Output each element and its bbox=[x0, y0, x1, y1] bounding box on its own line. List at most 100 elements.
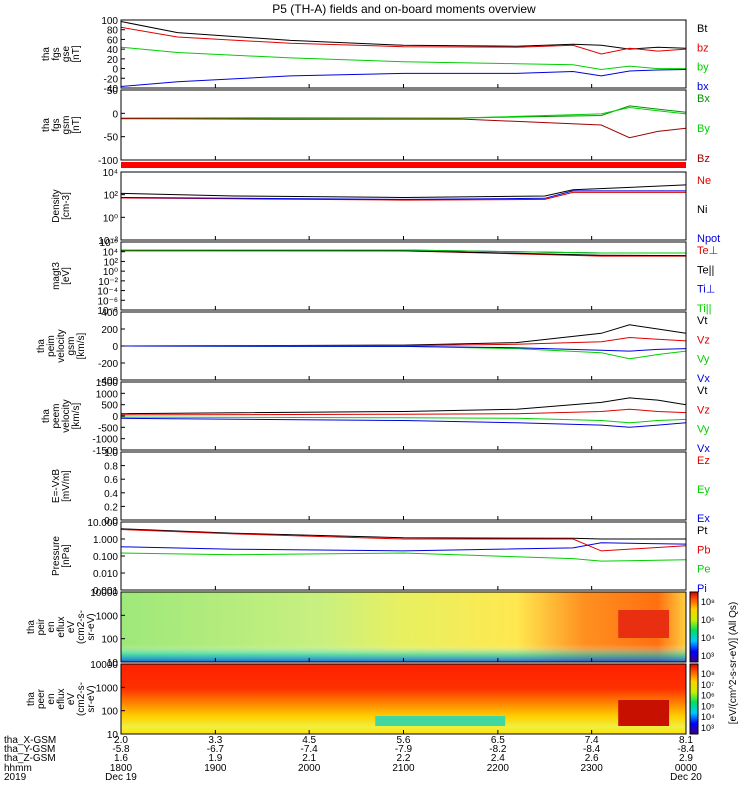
colorbar: 10⁸10⁶10⁴10³10⁸10⁷10⁶10⁵10⁴10³[eV/(cm^2-… bbox=[689, 591, 739, 735]
y-axis-label: thafgsgse[nT] bbox=[41, 45, 82, 62]
colorbar-tick: 10⁷ bbox=[701, 680, 714, 690]
y-tick-label: 0 bbox=[112, 412, 118, 423]
y-tick-label: 0 bbox=[112, 342, 118, 353]
panel-peim_velocity: 400 200 0 -200 -400 thapeimvelocitygsm[km/s] V… bbox=[36, 308, 710, 387]
legend-Vx: Vx bbox=[697, 373, 710, 385]
y-tick-label: 0.001 bbox=[93, 586, 118, 597]
y-tick-label: 80 bbox=[107, 26, 119, 37]
legend-Npot: Npot bbox=[697, 233, 720, 245]
series-Bz bbox=[120, 118, 687, 139]
y-axis-label-line: [eV] bbox=[61, 267, 72, 285]
colorbar-peir_eflux bbox=[689, 591, 699, 663]
x-row-label: tha_Z-GSM bbox=[4, 753, 56, 764]
x-row-value: 3.3 bbox=[208, 735, 222, 746]
y-tick-label: 10⁻⁸ bbox=[97, 306, 118, 317]
legend-Pe: Pe bbox=[697, 564, 710, 576]
y-axis-label-line: en bbox=[46, 693, 57, 704]
y-axis-label-line: magt3 bbox=[51, 262, 62, 290]
y-tick-label: 0.0 bbox=[104, 516, 118, 527]
y-tick-label: 10 bbox=[107, 730, 119, 741]
x-row-value: 2.9 bbox=[679, 753, 693, 764]
colorbar-tick: 10⁸ bbox=[701, 597, 715, 607]
legend-Bt: Bt bbox=[697, 23, 707, 35]
colorbar-label: [eV/(cm^2-s-sr-eV)] (All Qs) bbox=[728, 602, 739, 724]
y-tick-label: 100 bbox=[101, 635, 118, 646]
legend-Ex: Ex bbox=[697, 513, 710, 525]
y-tick-label: 10¹⁰ bbox=[100, 238, 118, 249]
y-axis-label-line: [km/s] bbox=[71, 402, 82, 429]
x-row-value: Dec 20 bbox=[670, 772, 702, 783]
y-axis-label-line: sr-eV) bbox=[86, 685, 97, 712]
y-axis-label-line: [nT] bbox=[71, 45, 82, 62]
y-axis-label-line: tha bbox=[41, 47, 52, 61]
x-row-value: 6.5 bbox=[491, 735, 505, 746]
y-axis-label-line: eflux bbox=[56, 616, 67, 637]
y-tick-label: 10⁻⁶ bbox=[97, 296, 118, 307]
y-axis-label: Density[cm-3] bbox=[51, 189, 72, 222]
colorbar-tick: 10³ bbox=[701, 651, 714, 661]
y-tick-label: 10⁻² bbox=[98, 277, 118, 288]
series-Vz bbox=[120, 408, 687, 416]
x-row-value: -7.4 bbox=[301, 744, 319, 755]
y-tick-label: 60 bbox=[107, 35, 119, 46]
y-axis-label-line: peer bbox=[36, 688, 47, 709]
y-axis-label: thapeemvelocity[km/s] bbox=[41, 399, 82, 432]
y-axis-label-line: [km/s] bbox=[76, 332, 87, 359]
legend-Pi: Pi bbox=[697, 583, 707, 595]
x-row-value: 1900 bbox=[204, 763, 227, 774]
colorbar-peer_eflux bbox=[689, 663, 699, 735]
colorbar-tick: 10⁵ bbox=[701, 701, 715, 711]
series-by bbox=[120, 46, 686, 71]
colorbar-tick: 10⁴ bbox=[701, 712, 715, 722]
y-tick-label: 0.2 bbox=[104, 502, 118, 513]
y-tick-label: 10⁰ bbox=[103, 213, 118, 224]
y-tick-label: 10² bbox=[104, 191, 119, 202]
colorbar-tick: 10⁶ bbox=[701, 615, 715, 625]
x-row-label: hhmm bbox=[4, 763, 32, 774]
series-bz bbox=[120, 26, 687, 55]
x-axis-annotation: tha_X-GSM 2.0 3.3 4.5 5.6 6.5 7.4 8.1 tha_Y-GSM -… bbox=[4, 735, 702, 783]
series-Te|| bbox=[120, 249, 687, 257]
y-axis-label-line: peir bbox=[36, 618, 47, 635]
legend-Bx: Bx bbox=[697, 93, 710, 105]
y-tick-label: 10⁴ bbox=[103, 248, 118, 259]
y-tick-label: 100 bbox=[101, 16, 118, 27]
y-tick-label: 500 bbox=[101, 401, 118, 412]
legend-Ey: Ey bbox=[697, 484, 710, 496]
panel-frame bbox=[120, 451, 687, 521]
x-row-label: 2019 bbox=[4, 772, 27, 783]
y-tick-label: 0 bbox=[112, 109, 118, 120]
colorbar-tick: 10⁴ bbox=[701, 633, 715, 643]
legend-Vt: Vt bbox=[697, 315, 707, 327]
peer-lowband bbox=[375, 716, 506, 726]
x-row-value: 4.5 bbox=[302, 735, 316, 746]
x-row-value: Dec 19 bbox=[105, 772, 137, 783]
y-axis-label: Pressure[nPa] bbox=[51, 536, 72, 576]
x-row-value: 0000 bbox=[675, 763, 698, 774]
peir-spectrogram-lowband bbox=[121, 592, 686, 662]
legend-Ti||: Ti|| bbox=[697, 303, 711, 315]
y-tick-label: 10⁻⁴ bbox=[97, 287, 118, 298]
y-tick-label: -500 bbox=[98, 423, 118, 434]
x-row-label: tha_Y-GSM bbox=[4, 744, 55, 755]
series-Vt bbox=[120, 397, 687, 415]
x-row-value: -8.4 bbox=[583, 744, 601, 755]
x-row-value: 2.0 bbox=[114, 735, 128, 746]
panel-fgs_gsm: 50 0 -50 -100 thafgsgsm[nT] Bx By Bz bbox=[41, 86, 710, 167]
y-axis-label-line: [cm-3] bbox=[61, 192, 72, 220]
x-row-value: -7.9 bbox=[395, 744, 413, 755]
y-tick-label: 0.6 bbox=[104, 475, 118, 486]
series-Vz bbox=[120, 336, 687, 347]
legend-Ni: Ni bbox=[697, 204, 707, 216]
legend-Pb: Pb bbox=[697, 544, 710, 556]
y-tick-label: 1000 bbox=[96, 683, 119, 694]
panel-frame bbox=[120, 241, 687, 311]
y-axis-label-line: gsm bbox=[61, 116, 72, 135]
legend-bx: bx bbox=[697, 81, 709, 93]
y-tick-label: -100 bbox=[98, 156, 118, 167]
series-Bt bbox=[120, 21, 687, 50]
